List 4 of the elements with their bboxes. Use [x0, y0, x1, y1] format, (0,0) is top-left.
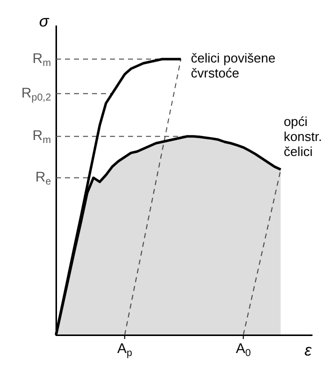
- series-label: opći konstr. čelici: [284, 114, 322, 160]
- series-label: čelici povišene čvrstoće: [190, 50, 276, 81]
- x-axis-title: ε: [304, 342, 312, 360]
- y-axis-title: σ: [39, 13, 50, 30]
